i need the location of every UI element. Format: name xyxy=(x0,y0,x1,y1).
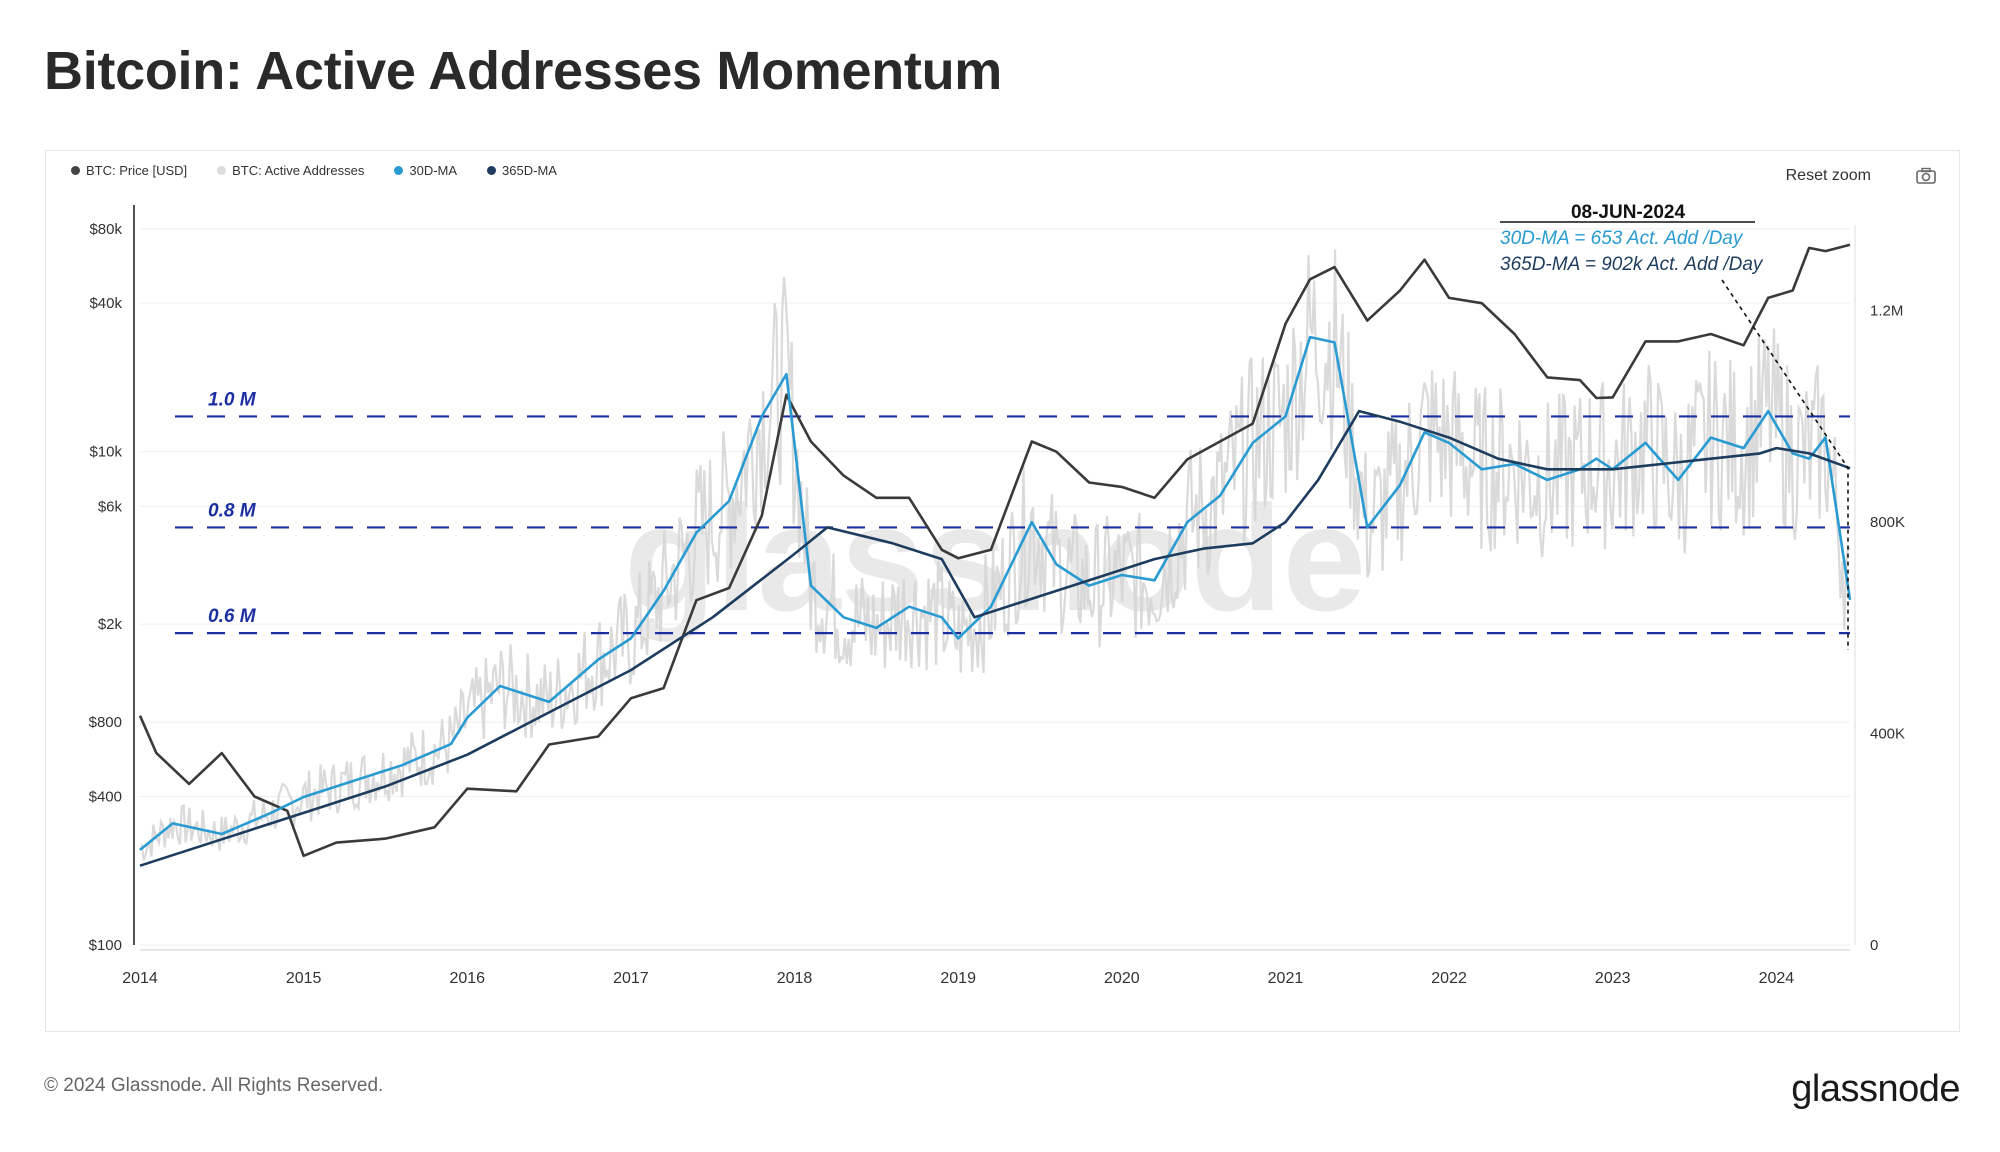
legend-dot-icon xyxy=(487,166,497,175)
legend: BTC: Price [USD] BTC: Active Addresses 3… xyxy=(71,163,557,178)
legend-dot-icon xyxy=(394,166,404,175)
legend-dot-icon xyxy=(71,166,80,175)
legend-dot-icon xyxy=(217,166,227,175)
y-left-tick-label: $80k xyxy=(89,221,122,238)
annotation-pointer-line xyxy=(1721,279,1849,650)
y-left-tick-label: $2k xyxy=(98,616,123,633)
x-tick-label: 2024 xyxy=(1759,970,1795,987)
legend-label: 30D-MA xyxy=(409,163,458,178)
y-left-tick-label: $400 xyxy=(89,788,122,805)
x-tick-label: 2018 xyxy=(777,970,813,987)
annotation-date: 08-JUN-2024 xyxy=(1571,202,1685,223)
copyright-text: © 2024 Glassnode. All Rights Reserved. xyxy=(44,1075,384,1096)
y-right-tick-label: 0 xyxy=(1870,937,1878,954)
page-title: Bitcoin: Active Addresses Momentum xyxy=(44,41,1002,101)
y-right-tick-label: 800K xyxy=(1870,514,1905,531)
x-tick-label: 2016 xyxy=(449,970,485,987)
annotation-30d-ma: 30D-MA = 653 Act. Add /Day xyxy=(1500,228,1744,249)
legend-label: BTC: Price [USD] xyxy=(86,163,188,178)
x-tick-label: 2020 xyxy=(1104,970,1140,987)
x-tick-label: 2021 xyxy=(1268,970,1304,987)
y-left-tick-label: $6k xyxy=(98,498,123,515)
y-left-tick-label: $40k xyxy=(89,295,122,312)
reference-line-label: 1.0 M xyxy=(208,389,257,410)
series-active-addresses-line xyxy=(139,249,1851,861)
legend-label: BTC: Active Addresses xyxy=(232,163,365,178)
series-btc-price-usd--line xyxy=(138,243,1851,858)
legend-item-price[interactable]: BTC: Price [USD] xyxy=(71,163,187,178)
reference-line-label: 0.8 M xyxy=(208,500,257,521)
y-left-tick-label: $10k xyxy=(89,444,122,461)
reference-line-label: 0.6 M xyxy=(208,606,257,627)
legend-item-active-addresses[interactable]: BTC: Active Addresses xyxy=(217,163,364,178)
y-left-tick-label: $800 xyxy=(89,714,122,731)
camera-icon[interactable] xyxy=(1915,166,1937,186)
legend-item-30d-ma[interactable]: 30D-MA xyxy=(394,163,457,178)
x-tick-label: 2015 xyxy=(286,970,322,987)
series-365d-ma-line xyxy=(139,409,1851,867)
y-right-tick-label: 400K xyxy=(1870,726,1905,743)
x-tick-label: 2014 xyxy=(122,970,158,987)
annotation-365d-ma: 365D-MA = 902k Act. Add /Day xyxy=(1500,254,1764,275)
chart-card: BTC: Price [USD] BTC: Active Addresses 3… xyxy=(45,150,1960,1032)
x-tick-label: 2023 xyxy=(1595,970,1631,987)
x-tick-label: 2017 xyxy=(613,970,649,987)
reset-zoom-button[interactable]: Reset zoom xyxy=(1785,167,1871,184)
brand-logo: glassnode xyxy=(1791,1068,1960,1110)
x-tick-label: 2022 xyxy=(1431,970,1467,987)
legend-item-365d-ma[interactable]: 365D-MA xyxy=(487,163,557,178)
x-tick-label: 2019 xyxy=(940,970,976,987)
legend-label: 365D-MA xyxy=(502,163,557,178)
y-left-tick-label: $100 xyxy=(89,937,122,954)
y-right-tick-label: 1.2M xyxy=(1870,303,1903,320)
